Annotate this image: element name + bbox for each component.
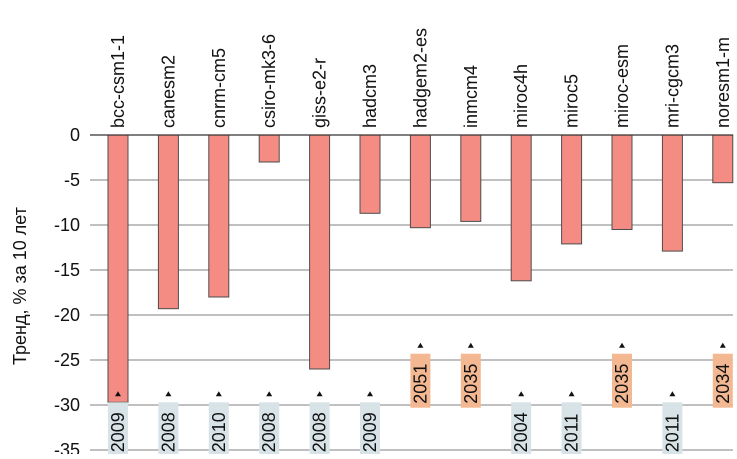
triangle-marker-icon [367,391,373,397]
year-label-text: 2008 [259,412,279,452]
y-tick-label: -35 [54,440,80,454]
year-label-mri-cgcm3: 2011 [662,391,683,457]
bar-inmcm4 [460,134,482,222]
category-label: bcc-csm1-1 [108,35,128,128]
category-label: csiro-mk3-6 [259,34,279,128]
y-axis-title: Тренд, % за 10 лет [10,207,30,365]
year-label-text: 2035 [461,364,481,404]
triangle-marker-icon [719,342,726,348]
year-labels-layer: 2009 2008 2010 2008 2008 2009 2051 2035 2004 2011… [108,342,733,457]
category-label: mri-cgcm3 [662,44,682,128]
year-label-box [460,353,481,408]
y-tick-label: 0 [70,125,80,145]
bar-mri-cgcm3 [661,134,683,252]
year-label-text: 2034 [713,364,733,404]
triangle-marker-icon [165,391,172,397]
year-label-hadcm3: 2009 [360,391,380,457]
year-label-miroc5: 2011 [561,391,582,457]
category-label: noresm1-m [713,37,733,128]
year-label-bcc-csm1-1: 2009 [108,391,128,457]
y-tick-label: -30 [54,395,80,415]
y-tick-label: -20 [54,305,80,325]
category-label: giss-e2-r [310,58,330,128]
bar-miroc-esm [611,134,633,230]
bar-csiro-mk3-6 [258,134,280,163]
year-label-text: 2009 [108,412,128,452]
year-label-giss-e2-r: 2008 [309,391,330,457]
year-label-box [309,402,330,457]
bar-noresm1-m [712,134,734,184]
year-label-text: 2008 [158,412,178,452]
y-tick-label: -10 [54,215,80,235]
year-label-noresm1-m: 2034 [712,342,733,408]
y-tick-label: -5 [64,170,80,190]
bar-hadcm3 [359,134,381,214]
year-label-text: 2035 [612,364,632,404]
bar-canesm2 [157,134,179,310]
category-label: miroc-esm [612,44,632,128]
triangle-marker-icon [619,342,625,348]
year-label-text: 2011 [562,414,582,453]
year-label-box [511,402,532,457]
bar-miroc5 [561,134,583,245]
triangle-marker-icon [316,391,323,397]
bar-bcc-csm1-1 [107,134,129,403]
category-label: canesm2 [158,55,178,128]
triangle-marker-icon [417,342,424,348]
year-label-box [208,402,229,457]
year-label-text: 2008 [310,412,330,452]
year-label-text: 2051 [410,364,430,404]
year-label-box [662,402,683,457]
bar-cnrm-cm5 [208,134,230,298]
triangle-marker-icon [115,391,121,397]
y-tick-label: -25 [54,350,80,370]
year-label-box [360,402,380,457]
year-label-text: 2009 [360,412,380,452]
category-label: inmcm4 [461,65,481,128]
triangle-marker-icon [518,391,525,397]
year-label-inmcm4: 2035 [460,342,481,408]
year-label-csiro-mk3-6: 2008 [259,391,280,457]
category-label: miroc4h [511,64,531,128]
year-label-text: 2004 [511,412,531,452]
category-label: cnrm-cm5 [209,48,229,128]
bar-giss-e2-r [309,134,331,370]
triangle-marker-icon [669,391,676,397]
year-label-box [612,353,632,408]
category-labels-layer: bcc-csm1-1 canesm2 cnrm-cm5 csiro-mk3-6 giss… [108,28,733,128]
year-label-box [259,402,280,457]
year-label-miroc4h: 2004 [511,391,532,457]
triangle-marker-icon [215,391,222,397]
category-label: hadcm3 [360,64,380,128]
year-label-text: 2010 [209,412,229,452]
year-label-text: 2011 [662,414,682,453]
bar-miroc4h [510,134,532,282]
year-label-box [561,402,582,457]
year-label-box [712,353,733,408]
year-label-box [108,402,128,457]
category-label: miroc5 [562,74,582,128]
year-label-box [410,353,431,408]
category-label: hadgem2-es [410,28,430,128]
year-label-canesm2: 2008 [158,391,179,457]
triangle-marker-icon [467,342,474,348]
year-label-cnrm-cm5: 2010 [208,391,229,457]
y-tick-label: -15 [54,260,80,280]
year-label-box [158,402,179,457]
year-label-miroc-esm: 2035 [612,342,632,408]
y-ticks-layer: 0 -5 -10 -15 -20 -25 -30 -35 [54,125,80,459]
bar-hadgem2-es [409,134,431,229]
triangle-marker-icon [568,391,575,397]
triangle-marker-icon [266,391,273,397]
year-label-hadgem2-es: 2051 [410,342,431,408]
